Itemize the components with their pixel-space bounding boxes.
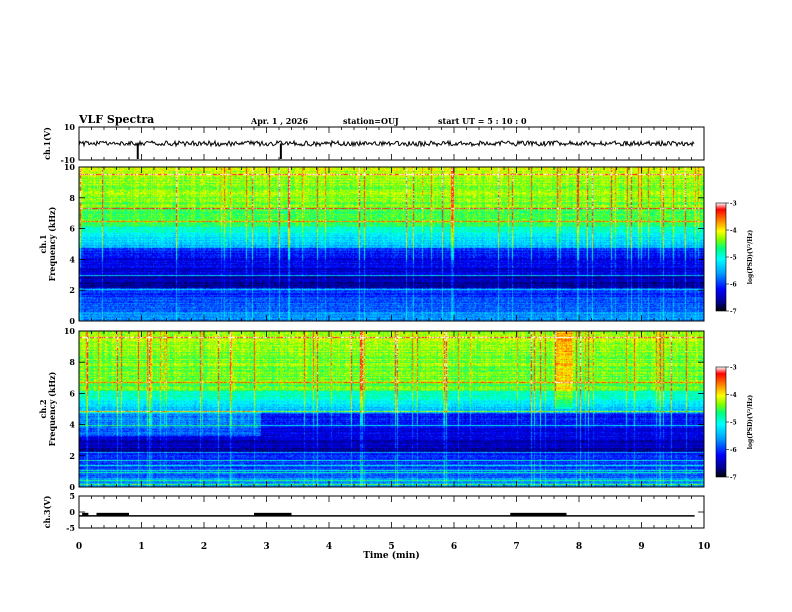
y-tick-label-2-0: 0 — [69, 482, 75, 492]
y-tick-label-2-5: 10 — [64, 326, 76, 336]
x-tick-label-9: 9 — [638, 542, 644, 552]
x-tick-label-8: 8 — [576, 542, 582, 552]
x-tick-label-6: 6 — [451, 542, 457, 552]
y-tick-label-3-1: 0 — [69, 507, 75, 517]
ch3-level-segment-3 — [510, 512, 567, 516]
colorbar-2 — [715, 366, 727, 478]
colorbar-tick-label-1-2: -5 — [730, 255, 737, 262]
ylabel-1-0: ch.1 — [38, 234, 48, 253]
ch3-level-segment-1 — [96, 512, 129, 516]
ylabel-3-0: ch.3(V) — [42, 495, 52, 528]
ylabel-2-0: ch.2 — [38, 399, 48, 418]
ch3-level-segment-0 — [82, 512, 89, 516]
colorbar-tick-label-2-1: -4 — [730, 392, 737, 399]
colorbar-tick-label-1-4: -7 — [730, 309, 737, 316]
colorbar-1 — [715, 202, 727, 312]
ylabel-2-1: Frequency (kHz) — [47, 371, 57, 446]
y-tick-label-3-2: -5 — [66, 523, 75, 533]
date-label: Apr. 1 , 2026 — [251, 116, 309, 126]
y-tick-label-2-1: 2 — [69, 451, 75, 461]
ch1-waveform-trace — [78, 139, 695, 148]
colorbar-label-1: log(PSD)(V²/Hz) — [747, 230, 754, 285]
colorbar-tick-label-2-3: -6 — [730, 447, 737, 454]
x-tick-label-1: 1 — [138, 542, 144, 552]
colorbar-tick-label-2-4: -7 — [730, 475, 737, 482]
y-tick-label-1-0: 0 — [69, 316, 75, 326]
chart-title: VLF Spectra — [79, 113, 155, 126]
x-tick-label-7: 7 — [513, 542, 519, 552]
station-label: station=OUJ — [343, 116, 399, 126]
x-tick-label-2: 2 — [201, 542, 207, 552]
x-tick-label-5: 5 — [388, 542, 394, 552]
colorbar-label-2: log(PSD)(V²/Hz) — [747, 395, 754, 450]
y-tick-label-2-3: 6 — [69, 388, 75, 398]
ylabel-0-0: ch.1(V) — [42, 127, 52, 160]
colorbar-tick-label-1-0: -3 — [730, 201, 737, 208]
x-tick-label-4: 4 — [326, 542, 332, 552]
ch3-level-segment-2 — [254, 512, 292, 516]
y-tick-label-1-1: 2 — [69, 285, 75, 295]
colorbar-tick-label-2-2: -5 — [730, 420, 737, 427]
ylabel-1-1: Frequency (kHz) — [47, 206, 57, 281]
y-tick-label-1-5: 10 — [64, 162, 76, 172]
colorbar-tick-label-2-0: -3 — [730, 365, 737, 372]
colorbar-tick-label-1-1: -4 — [730, 228, 737, 235]
ch1-spectrogram-image — [79, 167, 704, 321]
y-tick-label-2-4: 8 — [69, 357, 75, 367]
y-tick-label-2-2: 4 — [69, 420, 75, 430]
y-tick-label-1-4: 8 — [69, 193, 75, 203]
y-tick-label-0-1: -10 — [61, 155, 76, 165]
x-tick-label-10: 10 — [698, 542, 711, 552]
y-tick-label-1-3: 6 — [69, 224, 75, 234]
ch2-spectrogram-image — [79, 331, 704, 487]
x-axis-label: Time (min) — [363, 550, 420, 561]
colorbar-tick-label-1-3: -6 — [730, 282, 737, 289]
y-tick-label-3-0: 5 — [69, 491, 75, 501]
start-ut-label: start UT = 5 : 10 : 0 — [438, 116, 527, 126]
y-tick-label-1-2: 4 — [69, 254, 75, 264]
x-tick-label-3: 3 — [263, 542, 269, 552]
y-tick-label-0-0: 10 — [64, 122, 76, 132]
x-tick-label-0: 0 — [76, 542, 82, 552]
